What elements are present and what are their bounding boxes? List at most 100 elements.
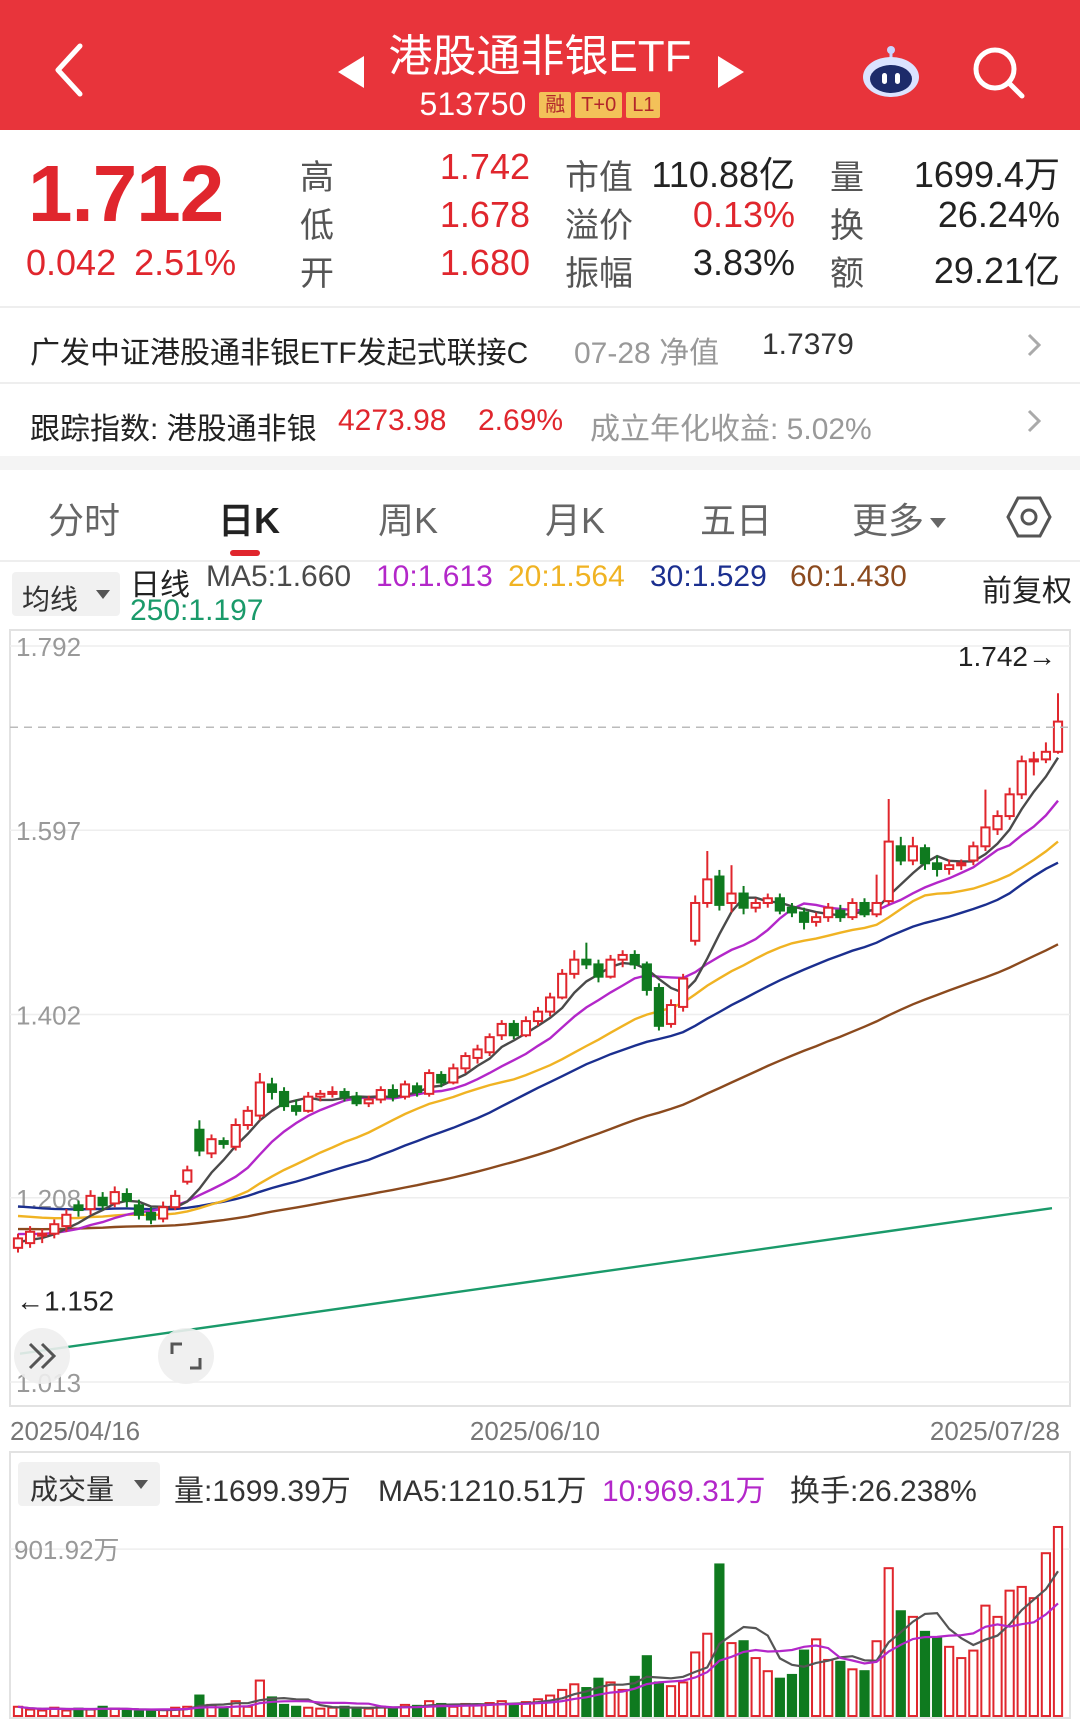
prev-stock-icon[interactable]	[338, 56, 364, 88]
search-icon[interactable]	[970, 44, 1026, 100]
candle-body	[158, 1206, 169, 1220]
tab-more[interactable]: 更多	[852, 492, 947, 544]
x-tick-label: 2025/04/16	[10, 1416, 140, 1446]
candle-body	[291, 1105, 302, 1112]
volume-bar	[714, 1563, 725, 1717]
candle-body	[557, 972, 568, 999]
volume-bar	[532, 1698, 544, 1717]
stat-value-high: 1.742	[439, 146, 530, 187]
stock-code: 513750	[419, 86, 527, 123]
candle-body	[170, 1194, 181, 1209]
tab-five-day[interactable]: 五日	[700, 500, 773, 541]
volume-bar	[726, 1642, 737, 1717]
volume-bar	[738, 1640, 749, 1718]
candle-body	[774, 897, 785, 912]
candle-body	[1016, 760, 1027, 796]
candle-body	[678, 977, 689, 1008]
candle-body	[786, 906, 798, 914]
volume-bar	[786, 1673, 798, 1717]
stat-label-premium: 溢价	[565, 207, 633, 245]
volume-bar	[182, 1705, 193, 1718]
candle-body	[424, 1072, 435, 1095]
robot-assistant-icon[interactable]	[860, 44, 922, 100]
back-icon[interactable]	[50, 40, 90, 100]
volume-bar	[496, 1700, 507, 1718]
max-price-label: 1.742→	[958, 641, 1056, 672]
volume-bar	[895, 1610, 906, 1717]
fast-forward-icon[interactable]	[14, 1328, 70, 1384]
stat-label-open: 开	[300, 255, 334, 293]
stat-label-low: 低	[300, 207, 334, 245]
ma30-line	[17, 861, 1059, 1211]
candle-body	[895, 845, 906, 862]
candle-body	[254, 1081, 265, 1117]
candle-body	[194, 1128, 205, 1152]
price-change: 0.042 2.51%	[26, 242, 236, 284]
next-stock-icon[interactable]	[718, 56, 744, 88]
candle-body	[303, 1095, 314, 1112]
volume-bar	[968, 1649, 979, 1717]
volume-bar	[254, 1679, 265, 1717]
quote-panel: 1.712 0.042 2.51% 高 1.742 低 1.678 开 1.680…	[0, 130, 1080, 306]
volume-bar	[847, 1668, 858, 1717]
ma60-line	[18, 943, 1059, 1231]
candle-body	[883, 840, 894, 903]
volume-bar	[1052, 1525, 1064, 1717]
tracking-index-value: 4273.98	[338, 404, 447, 437]
candle-body	[750, 901, 761, 909]
ma20-line	[17, 840, 1059, 1220]
candle-body	[992, 815, 1003, 831]
candle-body	[569, 958, 580, 975]
volume-bar	[750, 1657, 761, 1718]
link-fund-nav: 1.7379	[762, 328, 854, 361]
tag-t0: T+0	[575, 91, 623, 118]
volume-bar	[145, 1709, 157, 1717]
tracking-index-label: 跟踪指数: 港股通非银	[30, 413, 317, 446]
candle-body	[968, 845, 979, 862]
candle-body	[1028, 758, 1039, 763]
candle-body	[641, 963, 652, 991]
candle-body	[315, 1092, 326, 1098]
candle-body	[617, 953, 628, 961]
candle-body	[823, 906, 834, 919]
y-tick-label: 1.402	[16, 1000, 81, 1030]
price-frame	[9, 629, 1071, 1407]
adjust-mode-button[interactable]: 前复权	[982, 575, 1072, 608]
volume-indicator-select[interactable]: 成交量	[18, 1462, 160, 1506]
tab-weekly-k[interactable]: 周K	[378, 500, 439, 541]
min-price-label: ←1.152	[16, 1286, 114, 1317]
active-tab-indicator	[230, 550, 260, 556]
volume-bar	[1004, 1589, 1015, 1717]
candle-body	[956, 862, 967, 867]
candle-body	[605, 958, 616, 978]
tab-intraday[interactable]: 分时	[48, 500, 121, 541]
annualized-return: 成立年化收益: 5.02%	[590, 413, 872, 446]
volume-bar	[12, 1705, 24, 1718]
link-fund-row[interactable]: 广发中证港股通非银ETF发起式联接C 07-28 净值 1.7379	[0, 308, 1080, 382]
volume-bar	[424, 1700, 435, 1718]
tab-daily-k[interactable]: 日K	[218, 500, 280, 541]
link-fund-name: 广发中证港股通非银ETF发起式联接C	[30, 337, 529, 370]
candle-body	[230, 1124, 241, 1148]
volume-bar	[291, 1705, 302, 1718]
dropdown-arrow-icon	[930, 518, 947, 529]
fullscreen-icon[interactable]	[158, 1328, 214, 1384]
divider	[0, 560, 1080, 562]
volume-bar	[690, 1651, 701, 1718]
stat-value-low: 1.678	[439, 194, 530, 235]
tracking-index-row[interactable]: 跟踪指数: 港股通非银 4273.98 2.69% 成立年化收益: 5.02%	[0, 384, 1080, 458]
x-tick-label: 2025/07/28	[930, 1416, 1060, 1446]
chart-settings-icon[interactable]	[1006, 494, 1052, 540]
candle-body	[798, 911, 810, 923]
tab-monthly-k[interactable]: 月K	[545, 500, 606, 541]
tracking-index-pct: 2.69%	[478, 404, 564, 437]
candle-body	[121, 1192, 132, 1202]
volume-bar	[315, 1707, 326, 1717]
indicator-select[interactable]: 均线	[12, 572, 120, 616]
section-gap	[0, 456, 1080, 470]
candle-body	[242, 1109, 253, 1127]
volume-bar	[617, 1688, 628, 1717]
stat-value-mktcap: 110.88亿	[651, 154, 795, 195]
candle-body	[472, 1048, 483, 1059]
